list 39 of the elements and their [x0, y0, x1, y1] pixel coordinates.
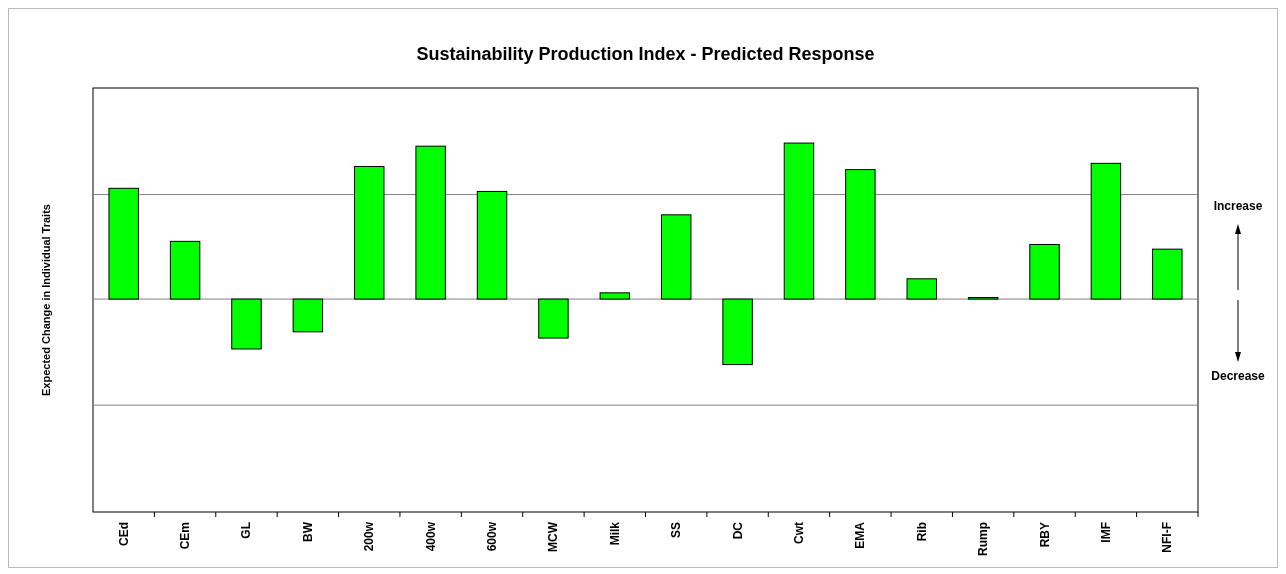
x-tick-label: NFI-F: [1160, 522, 1175, 553]
x-tick-label: 200w: [362, 521, 377, 552]
x-tick-label: Cwt: [791, 522, 806, 544]
bar: [476, 190, 508, 300]
text: Decrease: [1211, 369, 1266, 383]
x-tick-label: 400w: [423, 521, 438, 552]
y-axis-title: Expected Change in Individual Traits: [40, 204, 52, 396]
x-tick-label: CEd: [116, 522, 131, 546]
bar: [599, 292, 631, 300]
bar: [108, 187, 139, 300]
chart-title: Sustainability Production Index - Predicted Response: [416, 44, 875, 64]
text: Increase: [1213, 199, 1263, 213]
x-tick-label: Rump: [976, 522, 991, 556]
bar: [845, 169, 876, 300]
bar: [538, 298, 569, 339]
x-tick-label: DC: [730, 521, 745, 540]
x-tick-label: 600w: [485, 521, 500, 552]
x-tick-label: RBY: [1037, 522, 1052, 548]
bar: [1090, 162, 1122, 300]
bar: [1152, 248, 1183, 300]
bar: [354, 165, 385, 300]
x-tick-label: IMF: [1098, 522, 1113, 543]
x-tick-label: BW: [300, 521, 315, 542]
x-tick-label: Rib: [914, 522, 929, 542]
bar: [231, 298, 262, 350]
x-tick-label: SS: [669, 522, 684, 539]
x-tick-label: Milk: [607, 521, 622, 546]
bar: [1029, 243, 1060, 300]
x-tick-label: EMA: [853, 521, 868, 549]
bar: [783, 142, 815, 300]
bar: [722, 298, 753, 366]
bar: [660, 214, 692, 300]
x-tick-label: GL: [239, 522, 254, 539]
bar: [906, 278, 937, 300]
x-tick-label: CEm: [178, 522, 193, 550]
x-tick-label: MCW: [546, 521, 561, 552]
bar: [292, 298, 324, 333]
bar: [169, 240, 201, 300]
bar: [415, 145, 446, 300]
